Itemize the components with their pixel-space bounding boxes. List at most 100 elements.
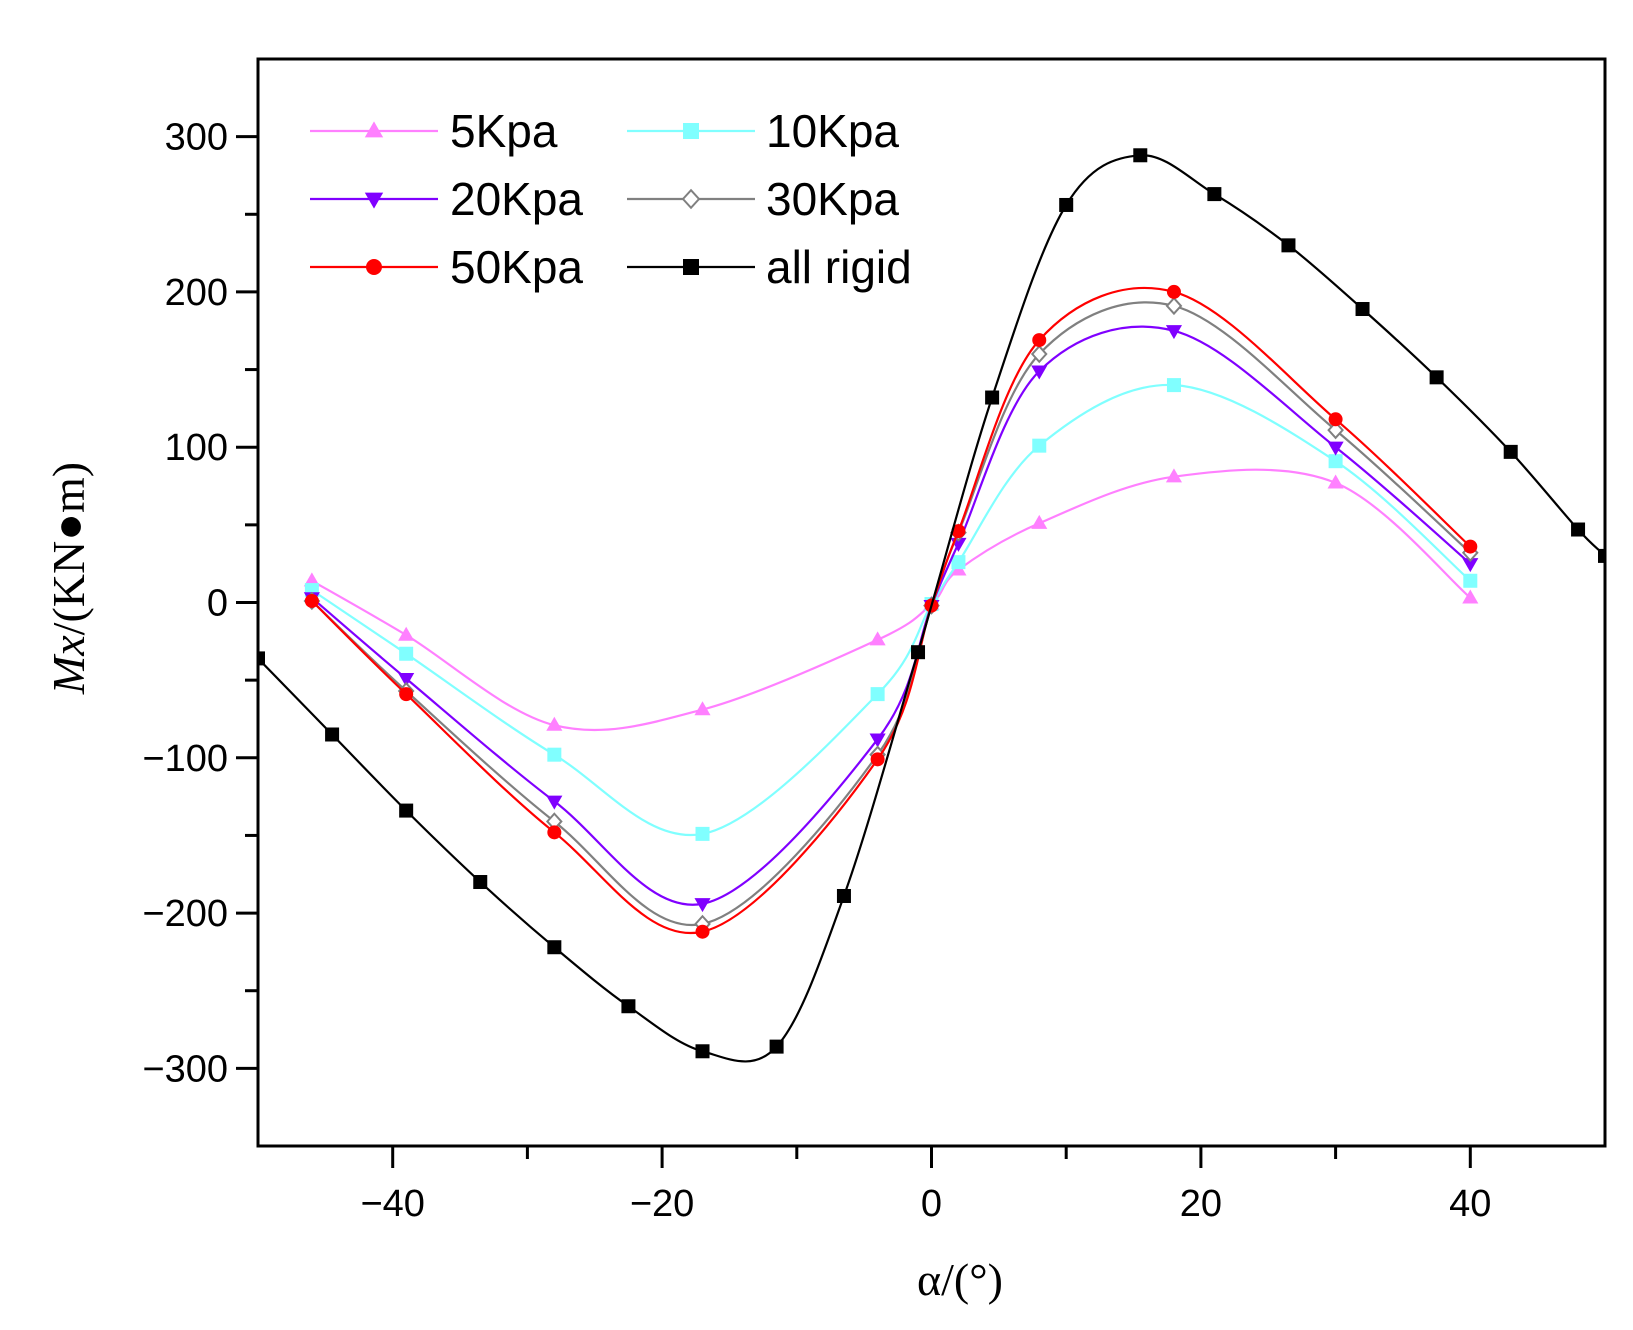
y-tick-label: −200 [142, 893, 228, 935]
data-point [1207, 187, 1222, 202]
y-tick-label: −300 [142, 1048, 228, 1090]
legend-label: all rigid [766, 241, 912, 293]
data-point [1462, 589, 1479, 604]
y-tick-label: −100 [142, 738, 228, 780]
data-point [1032, 438, 1047, 453]
data-point [951, 555, 966, 570]
data-point [399, 803, 414, 818]
series-line [311, 383, 1472, 837]
data-point [1429, 370, 1444, 385]
series-line [311, 325, 1472, 906]
legend-item: 5Kpa [310, 105, 558, 157]
data-point [1463, 573, 1478, 588]
legend-item: 50Kpa [310, 241, 583, 293]
data-point [547, 940, 562, 955]
x-axis-title: α/(°) [917, 1254, 1003, 1305]
data-point [1165, 468, 1183, 483]
data-point [304, 593, 319, 608]
data-point [694, 898, 711, 913]
data-point [836, 888, 851, 903]
data-point [1463, 539, 1478, 554]
legend-item: 20Kpa [310, 173, 583, 225]
data-point [303, 572, 320, 587]
data-point [231, 630, 245, 644]
data-point [1328, 454, 1343, 469]
y-axis-title: Mx/(KN●m) [43, 462, 94, 695]
data-point [869, 733, 886, 748]
legend: 5Kpa 10Kpa 20Kpa 30Kpa 50Kpa all rigid [310, 105, 912, 293]
legend-label: 10Kpa [766, 105, 899, 157]
legend-marker [683, 259, 699, 275]
data-point [1030, 344, 1048, 364]
legend-label: 50Kpa [450, 241, 583, 293]
legend-label: 30Kpa [766, 173, 899, 225]
data-point [1031, 365, 1048, 380]
data-point [1166, 378, 1181, 393]
y-axis-title-symbol: Mx [43, 635, 94, 695]
data-point [546, 795, 563, 810]
data-point [695, 826, 710, 841]
x-tick-label: 20 [1180, 1183, 1222, 1225]
data-point [951, 524, 966, 539]
data-point [1165, 325, 1183, 340]
data-point [621, 999, 636, 1014]
y-tick-label: 200 [165, 272, 228, 314]
series-10kpa [304, 378, 1478, 841]
series-50kpa [304, 284, 1478, 939]
data-point [1166, 284, 1181, 299]
data-point [911, 645, 926, 660]
data-point [1059, 197, 1074, 212]
data-point [1328, 412, 1343, 427]
data-point [870, 687, 885, 702]
data-point [399, 646, 414, 661]
data-point [1133, 148, 1148, 163]
data-point [547, 747, 562, 762]
legend-item: all rigid [627, 241, 912, 293]
legend-marker [364, 192, 384, 209]
y-axis-title-unit: /(KN●m) [43, 462, 94, 635]
data-point [769, 1039, 784, 1054]
x-tick-label: −20 [630, 1183, 694, 1225]
data-point [547, 825, 562, 840]
x-tick-label: 40 [1449, 1183, 1491, 1225]
data-point [1327, 420, 1344, 440]
x-tick-label: 0 [921, 1183, 942, 1225]
data-point [1165, 296, 1183, 316]
legend-label: 20Kpa [450, 173, 583, 225]
data-point [1281, 238, 1296, 253]
data-point [1031, 514, 1048, 529]
data-point [1503, 444, 1518, 459]
series-5kpa [303, 468, 1479, 732]
series-30kpa [303, 296, 1479, 934]
data-point [985, 390, 1000, 405]
data-point [1598, 548, 1605, 563]
legend-marker [681, 188, 701, 210]
data-point [1355, 302, 1370, 317]
y-tick-label: 300 [165, 117, 228, 159]
series-layer [231, 148, 1632, 1063]
data-point [1327, 441, 1344, 456]
series-20kpa [303, 325, 1479, 913]
series-line [311, 301, 1472, 927]
data-point [325, 727, 340, 742]
data-point [399, 687, 414, 702]
data-point [1618, 572, 1632, 586]
legend-label: 5Kpa [450, 105, 558, 157]
y-tick-label: 0 [207, 583, 228, 625]
data-point [1462, 558, 1479, 573]
data-point [258, 651, 265, 666]
legend-marker [366, 259, 382, 275]
legend-marker [364, 121, 384, 138]
legend-item: 10Kpa [627, 105, 899, 157]
x-tick-label: −40 [360, 1183, 424, 1225]
data-point [473, 875, 488, 890]
data-point [869, 631, 886, 646]
series-line [258, 154, 1605, 1063]
legend-marker [683, 123, 699, 139]
legend-item: 30Kpa [627, 173, 899, 225]
data-point [398, 672, 415, 687]
data-point [1327, 474, 1344, 489]
data-point [398, 626, 415, 641]
